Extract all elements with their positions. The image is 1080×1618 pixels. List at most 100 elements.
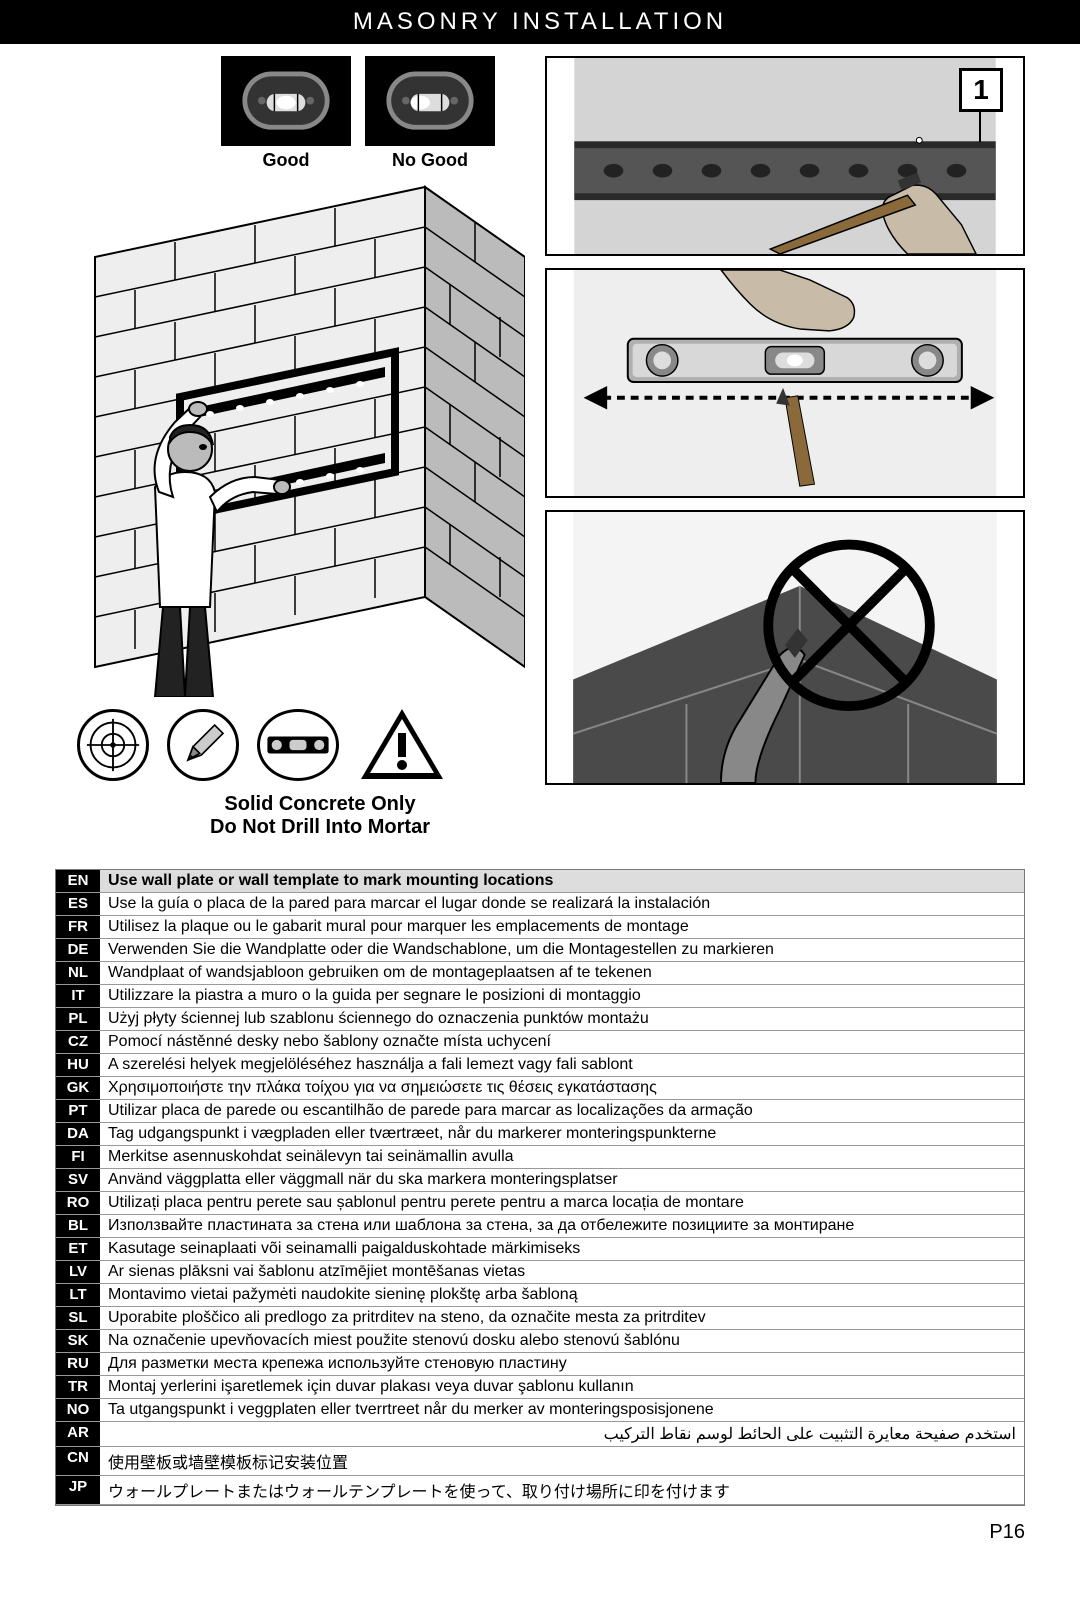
lang-text: Utilizzare la piastra a muro o la guida … [100,985,1024,1007]
lang-code: SL [56,1307,100,1329]
level-bad-image [365,56,495,146]
lang-row-hu: HUA szerelési helyek megjelöléséhez hasz… [56,1054,1024,1077]
lang-text: Använd väggplatta eller väggmall när du … [100,1169,1024,1191]
lang-row-sk: SKNa označenie upevňovacích miest použit… [56,1330,1024,1353]
lang-code: JP [56,1476,100,1504]
lang-code: PT [56,1100,100,1122]
lang-code: ES [56,893,100,915]
brick-wall-illustration [55,177,525,697]
level-tool-icon [257,709,339,781]
lang-row-pl: PLUżyj płyty ściennej lub szablonu ścien… [56,1008,1024,1031]
lang-text: Tag udgangspunkt i vægpladen eller tvært… [100,1123,1024,1145]
lang-code: BL [56,1215,100,1237]
lang-text: Pomocí nástěnné desky nebo šablony označ… [100,1031,1024,1053]
lang-text: Montavimo vietai pažymėti naudokite sien… [100,1284,1024,1306]
page-number: P16 [0,1506,1080,1564]
lang-row-sv: SVAnvänd väggplatta eller väggmall när d… [56,1169,1024,1192]
lang-text: Merkitse asennuskohdat seinälevyn tai se… [100,1146,1024,1168]
pencil-icon [167,709,239,781]
lang-text: Use la guía o placa de la pared para mar… [100,893,1024,915]
lang-row-ro: ROUtilizați placa pentru perete sau șabl… [56,1192,1024,1215]
level-bad-label: No Good [365,150,495,171]
lang-row-sl: SLUporabite ploščico ali predlogo za pri… [56,1307,1024,1330]
lang-row-et: ETKasutage seinaplaati või seinamalli pa… [56,1238,1024,1261]
lang-code: RO [56,1192,100,1214]
lang-text: Montaj yerlerini işaretlemek için duvar … [100,1376,1024,1398]
lang-row-de: DEVerwenden Sie die Wandplatte oder die … [56,939,1024,962]
lang-row-es: ESUse la guía o placa de la pared para m… [56,893,1024,916]
lang-code: NO [56,1399,100,1421]
level-good-label: Good [221,150,351,171]
lang-row-ar: ARاستخدم صفيحة معايرة التثبيت على الحائط… [56,1422,1024,1447]
lang-text: Utilisez la plaque ou le gabarit mural p… [100,916,1024,938]
level-indicators: Good [55,56,525,171]
lang-text: Ar sienas plāksni vai šablonu atzīmējiet… [100,1261,1024,1283]
lang-code: NL [56,962,100,984]
lang-text: استخدم صفيحة معايرة التثبيت على الحائط ل… [100,1422,1024,1446]
lang-code: DA [56,1123,100,1145]
lang-row-pt: PTUtilizar placa de parede ou escantilhã… [56,1100,1024,1123]
lang-text: Wandplaat of wandsjabloon gebruiken om d… [100,962,1024,984]
lang-code: PL [56,1008,100,1030]
lang-text: ウォールプレートまたはウォールテンプレートを使って、取り付け場所に印を付けます [100,1476,1024,1504]
lang-text: Kasutage seinaplaati või seinamalli paig… [100,1238,1024,1260]
lang-text: Χρησιμοποιήστε την πλάκα τοίχου για να σ… [100,1077,1024,1099]
lang-text: Използвайте пластината за стена или шабл… [100,1215,1024,1237]
step-badge: 1 [959,68,1003,112]
lang-row-no: NOTa utgangspunkt i veggplaten eller tve… [56,1399,1024,1422]
lang-text: 使用壁板或墙壁模板标记安装位置 [100,1447,1024,1475]
lang-text: Utilizați placa pentru perete sau șablon… [100,1192,1024,1214]
lang-code: FI [56,1146,100,1168]
lang-code: CN [56,1447,100,1475]
lang-code: TR [56,1376,100,1398]
lang-row-jp: JPウォールプレートまたはウォールテンプレートを使って、取り付け場所に印を付けま… [56,1476,1024,1505]
lang-code: LT [56,1284,100,1306]
lang-code: IT [56,985,100,1007]
warning-text: Solid Concrete Only Do Not Drill Into Mo… [115,793,525,839]
lang-row-fr: FRUtilisez la plaque ou le gabarit mural… [56,916,1024,939]
lang-text: Ta utgangspunkt i veggplaten eller tverr… [100,1399,1024,1421]
lang-row-fi: FIMerkitse asennuskohdat seinälevyn tai … [56,1146,1024,1169]
lang-row-lv: LVAr sienas plāksni vai šablonu atzīmēji… [56,1261,1024,1284]
warning-icon [357,705,447,785]
lang-code: FR [56,916,100,938]
lang-row-gk: GKΧρησιμοποιήστε την πλάκα τοίχου για να… [56,1077,1024,1100]
lang-text: Na označenie upevňovacích miest použite … [100,1330,1024,1352]
lang-code: SK [56,1330,100,1352]
lang-text: Для разметки места крепежа используйте с… [100,1353,1024,1375]
lang-code: ET [56,1238,100,1260]
crosshair-icon [77,709,149,781]
lang-row-cn: CN使用壁板或墙壁模板标记安装位置 [56,1447,1024,1476]
lang-code: DE [56,939,100,961]
detail-no-mortar [545,510,1025,785]
lang-row-tr: TRMontaj yerlerini işaretlemek için duva… [56,1376,1024,1399]
lang-code: AR [56,1422,100,1446]
lang-row-bl: BLИзползвайте пластината за стена или ша… [56,1215,1024,1238]
lang-text: Utilizar placa de parede ou escantilhão … [100,1100,1024,1122]
language-table: ENUse wall plate or wall template to mar… [55,869,1025,1506]
lang-code: LV [56,1261,100,1283]
detail-step-1: 1 [545,56,1025,256]
lang-text: Uporabite ploščico ali predlogo za pritr… [100,1307,1024,1329]
lang-code: HU [56,1054,100,1076]
lang-code: RU [56,1353,100,1375]
lang-row-en: ENUse wall plate or wall template to mar… [56,870,1024,893]
level-good-image [221,56,351,146]
lang-text: Użyj płyty ściennej lub szablonu ścienne… [100,1008,1024,1030]
lang-code: GK [56,1077,100,1099]
lang-row-lt: LTMontavimo vietai pažymėti naudokite si… [56,1284,1024,1307]
lang-text: Use wall plate or wall template to mark … [100,870,1024,892]
lang-code: EN [56,870,100,892]
lang-row-da: DATag udgangspunkt i vægpladen eller tvæ… [56,1123,1024,1146]
tool-icons-row [77,705,525,785]
lang-row-nl: NLWandplaat of wandsjabloon gebruiken om… [56,962,1024,985]
lang-text: A szerelési helyek megjelöléséhez haszná… [100,1054,1024,1076]
lang-row-cz: CZPomocí nástěnné desky nebo šablony ozn… [56,1031,1024,1054]
lang-row-ru: RUДля разметки места крепежа используйте… [56,1353,1024,1376]
page-header: MASONRY INSTALLATION [0,0,1080,44]
lang-code: CZ [56,1031,100,1053]
detail-level-on-wall [545,268,1025,498]
lang-row-it: ITUtilizzare la piastra a muro o la guid… [56,985,1024,1008]
lang-code: SV [56,1169,100,1191]
lang-text: Verwenden Sie die Wandplatte oder die Wa… [100,939,1024,961]
